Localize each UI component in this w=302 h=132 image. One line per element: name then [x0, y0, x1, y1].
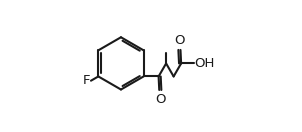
- Text: O: O: [155, 93, 165, 106]
- Text: F: F: [83, 74, 90, 87]
- Text: OH: OH: [194, 57, 215, 70]
- Text: O: O: [174, 34, 185, 47]
